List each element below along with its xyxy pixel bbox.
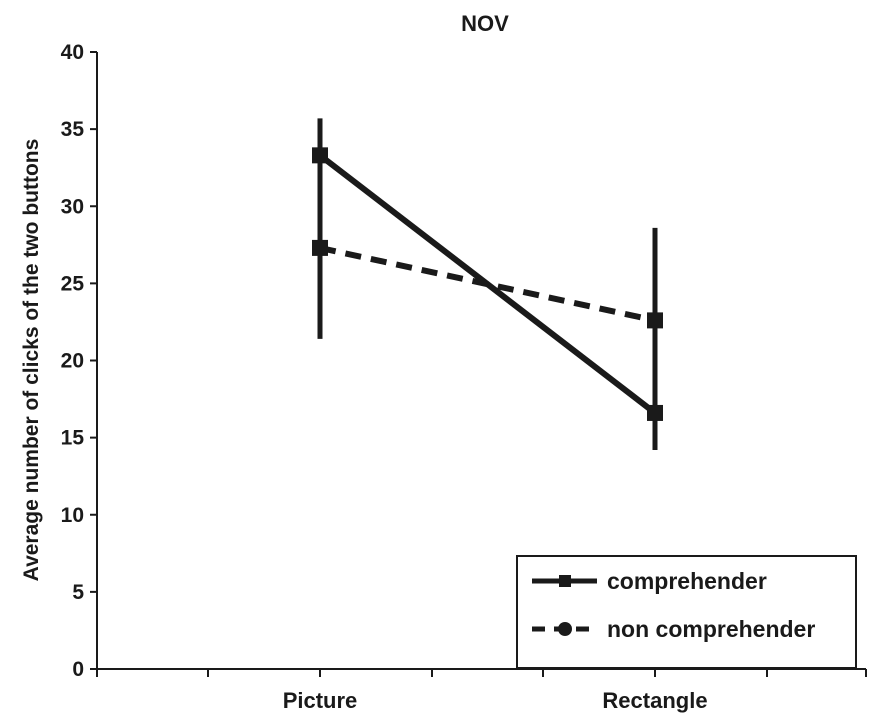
y-tick-label: 35 [61,118,85,141]
legend: comprehender non comprehender [516,555,857,669]
legend-label-non-comprehender: non comprehender [607,616,815,642]
x-category-label: Rectangle [602,688,707,713]
y-tick-label: 15 [61,427,85,450]
x-category-label: Picture [283,688,358,713]
legend-marker-comprehender [559,575,571,587]
y-tick-label: 10 [61,504,84,527]
y-tick-label: 40 [61,41,84,64]
y-tick-label: 30 [61,195,84,218]
y-axis-label: Average number of clicks of the two butt… [20,139,43,582]
data-point [312,147,328,164]
x-ticks: Picture Rectangle [96,669,867,713]
legend-marker-non-comprehender [558,622,572,636]
y-ticks: 0 5 10 15 20 25 30 35 40 [61,41,97,681]
series-non-comprehender [312,239,663,329]
data-point [312,239,328,256]
data-point [647,312,663,329]
series-line [319,244,656,324]
legend-box [516,555,857,669]
y-tick-label: 5 [72,581,84,604]
series-layer [312,118,663,450]
legend-label-comprehender: comprehender [607,568,767,594]
y-tick-label: 0 [72,658,84,681]
y-tick-label: 20 [61,350,84,373]
chart-title: NOV [461,11,509,36]
y-tick-label: 25 [61,272,85,295]
data-point [647,404,663,421]
